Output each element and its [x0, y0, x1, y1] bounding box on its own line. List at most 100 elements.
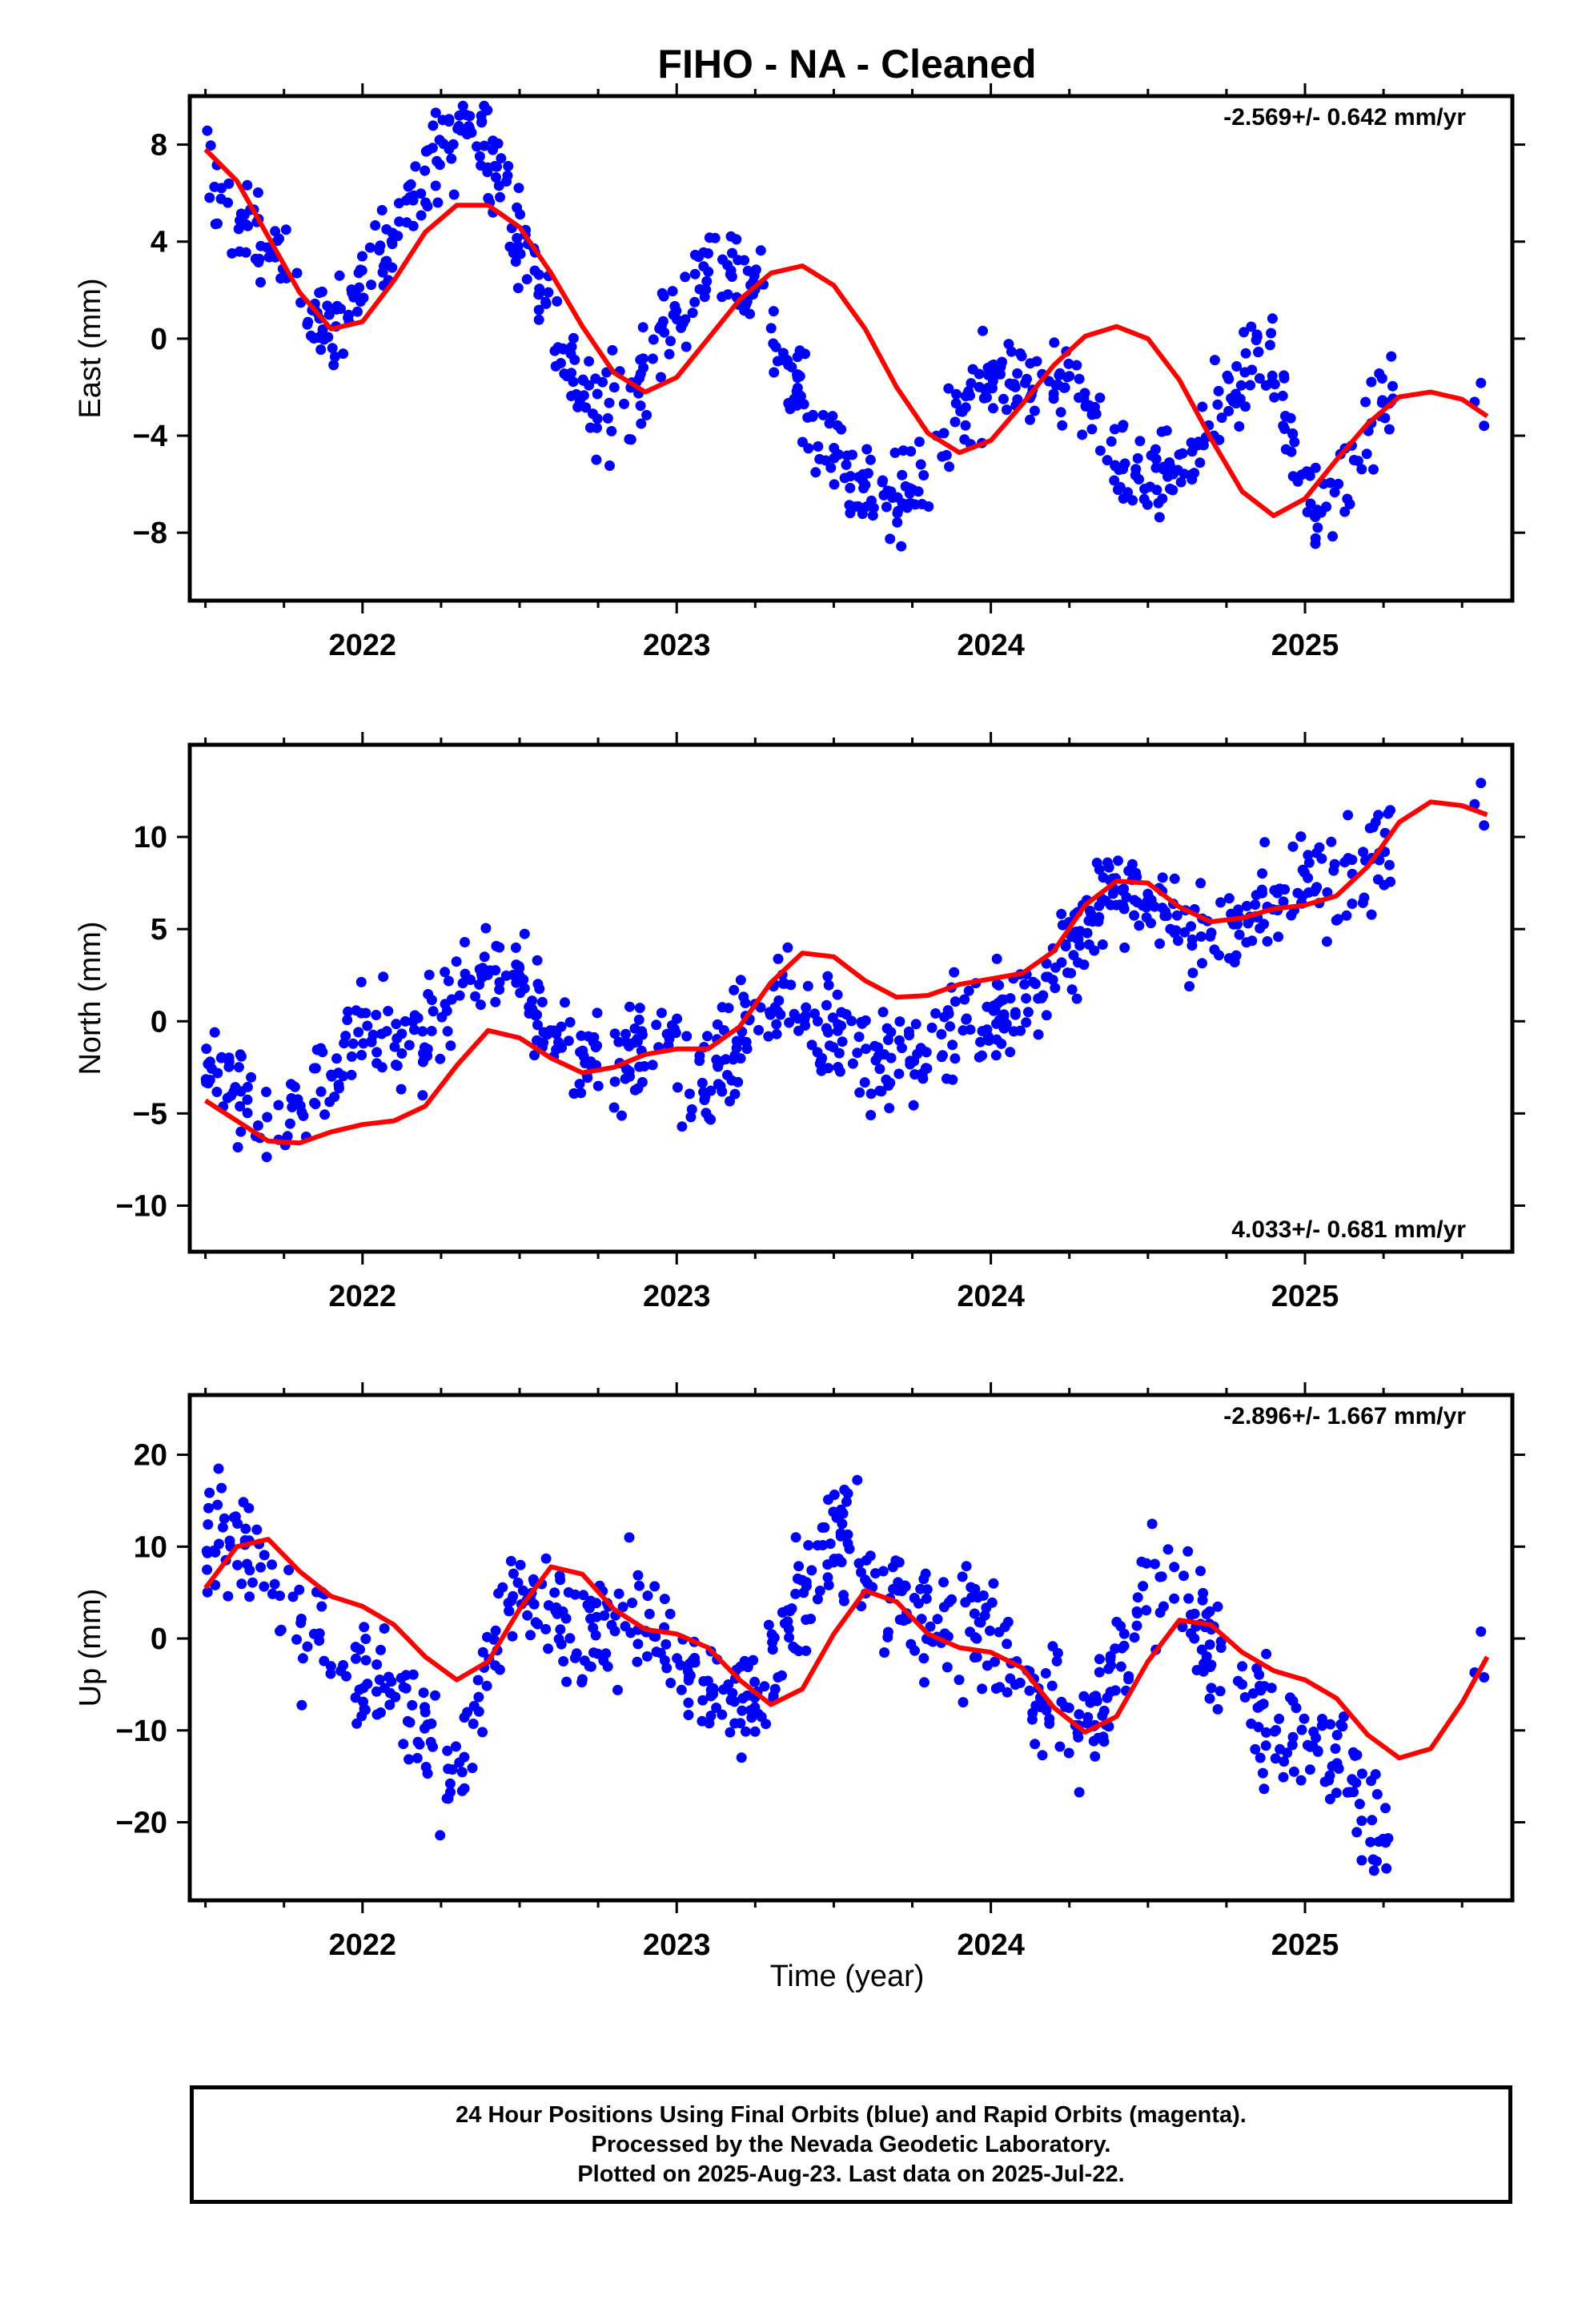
north-data-point: [998, 1011, 1010, 1022]
east-data-point: [204, 192, 215, 203]
north-data-point: [408, 1016, 419, 1027]
east-data-point: [543, 287, 554, 298]
up-data-point: [1206, 1683, 1217, 1694]
north-data-point: [282, 1131, 293, 1142]
north-data-point: [834, 1066, 845, 1077]
up-data-point: [1371, 1789, 1383, 1799]
north-data-point: [1347, 899, 1358, 909]
north-data-point: [261, 1087, 271, 1097]
north-data-point: [242, 1108, 253, 1119]
up-x-tick-label: 2022: [329, 1928, 397, 1962]
up-data-point: [978, 1590, 989, 1601]
up-data-point: [735, 1661, 746, 1672]
north-data-point: [908, 1100, 919, 1111]
east-data-point: [479, 100, 490, 111]
up-data-point: [932, 1614, 943, 1625]
north-data-point: [381, 1026, 392, 1037]
north-data-point: [233, 1062, 244, 1073]
up-data-point: [649, 1581, 661, 1592]
north-data-point: [510, 942, 521, 953]
up-data-point: [888, 1583, 899, 1594]
up-data-point: [988, 1578, 999, 1589]
up-data-point: [617, 1602, 628, 1613]
east-data-point: [1043, 376, 1054, 387]
up-data-point: [1002, 1687, 1013, 1698]
east-data-point: [1172, 464, 1183, 476]
east-data-point: [364, 242, 375, 253]
east-data-point: [374, 245, 385, 255]
north-data-point: [515, 987, 526, 999]
east-data-point: [1197, 401, 1208, 412]
east-data-point: [1025, 414, 1035, 425]
north-data-point: [982, 1001, 993, 1012]
north-data-point: [1186, 940, 1198, 951]
east-data-point: [841, 459, 852, 470]
east-data-point: [438, 139, 449, 150]
up-data-point: [763, 1619, 774, 1630]
east-data-point: [885, 533, 896, 545]
north-data-point: [677, 1121, 688, 1132]
up-data-point: [335, 1666, 347, 1676]
north-data-point: [524, 1008, 535, 1019]
east-data-point: [464, 121, 475, 132]
up-data-point: [1169, 1593, 1180, 1604]
east-fit-line: [203, 147, 1489, 518]
north-data-point: [346, 1069, 357, 1080]
up-data-point: [398, 1682, 409, 1693]
east-data-point: [1054, 368, 1066, 379]
up-data-point: [1295, 1775, 1307, 1786]
east-data-point: [1049, 337, 1060, 348]
north-data-point: [672, 1082, 683, 1093]
north-data-point: [975, 1036, 986, 1047]
east-data-point: [584, 356, 595, 367]
north-data-point: [1257, 868, 1268, 879]
east-data-point: [893, 505, 903, 517]
up-y-tick-label: 10: [134, 1530, 167, 1564]
east-data-point: [580, 402, 592, 413]
up-data-point: [683, 1710, 694, 1720]
up-data-point: [481, 1680, 492, 1691]
up-data-point: [697, 1715, 708, 1727]
up-data-point: [1094, 1654, 1105, 1665]
up-data-point: [549, 1587, 560, 1598]
north-data-point: [1154, 938, 1165, 949]
up-data-point: [753, 1708, 764, 1719]
up-data-point: [468, 1719, 479, 1729]
east-data-point: [1348, 455, 1359, 465]
north-data-point: [366, 1035, 377, 1047]
north-data-point: [519, 928, 530, 939]
east-data-point: [967, 364, 978, 375]
figure-title: FIHO - NA - Cleaned: [657, 42, 1036, 86]
north-data-point: [837, 1036, 848, 1047]
up-data-point: [414, 1739, 425, 1750]
north-data-point: [575, 1047, 586, 1058]
east-x-tick-label: 2024: [957, 629, 1025, 662]
north-data-point: [295, 1100, 306, 1112]
east-data-point: [253, 257, 264, 267]
east-data-point: [1150, 444, 1161, 455]
north-data-point: [358, 1038, 369, 1049]
east-data-point: [606, 425, 617, 436]
east-data-point: [347, 287, 358, 299]
north-data-point: [1259, 837, 1271, 848]
east-data-point: [1383, 424, 1395, 435]
north-data-point: [356, 1050, 367, 1060]
east-data-point: [235, 208, 247, 219]
north-data-point: [329, 1092, 340, 1103]
up-data-point: [1195, 1566, 1206, 1577]
up-data-point: [773, 1672, 784, 1683]
up-data-point: [938, 1577, 949, 1588]
north-data-point: [1027, 976, 1038, 987]
east-data-point: [1109, 475, 1120, 486]
east-data-point: [515, 209, 526, 220]
north-data-point: [859, 1077, 870, 1088]
up-data-point: [255, 1562, 267, 1573]
up-data-point: [435, 1830, 446, 1841]
up-data-point: [782, 1616, 793, 1627]
up-data-point: [975, 1617, 986, 1628]
up-data-point: [736, 1752, 747, 1763]
east-data-point: [960, 391, 971, 402]
north-data-point: [1250, 899, 1261, 911]
footer-line-processed: Processed by the Nevada Geodetic Laborat…: [591, 2131, 1111, 2157]
north-data-point: [389, 1041, 400, 1052]
